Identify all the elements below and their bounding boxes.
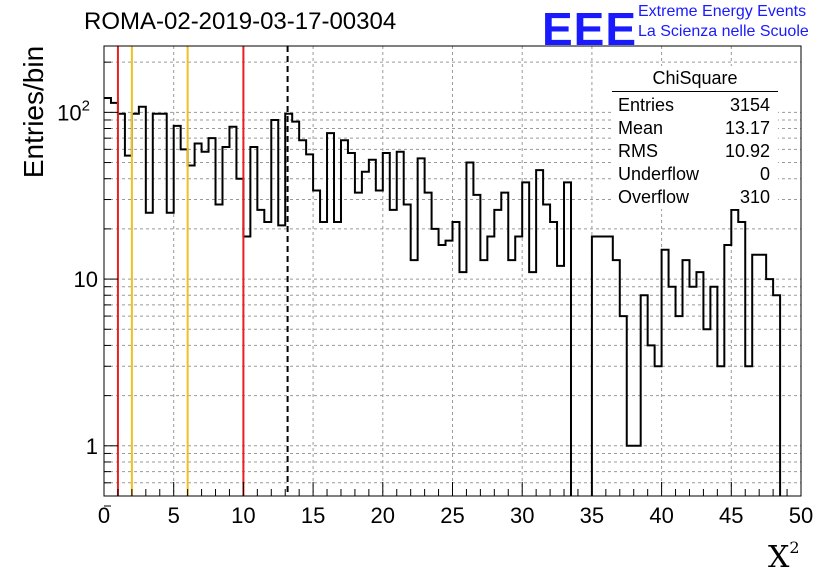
x-axis-label-base: X <box>768 540 790 575</box>
histogram-series <box>104 96 782 496</box>
stats-label: RMS <box>618 141 658 161</box>
stats-label: Underflow <box>618 164 700 184</box>
x-tick-label: 15 <box>301 503 325 528</box>
y-axis-label: Entries/bin <box>18 45 49 179</box>
x-tick-label: 0 <box>98 503 110 528</box>
stats-label: Mean <box>618 118 664 138</box>
stats-row-underflow: Underflow 0 <box>612 163 778 186</box>
x-tick-label: 50 <box>789 503 813 528</box>
x-tick-label: 35 <box>580 503 604 528</box>
stats-row-entries: Entries 3154 <box>612 94 778 117</box>
y-tick-label: 10 <box>74 267 98 292</box>
stats-label: Overflow <box>618 187 690 207</box>
x-tick-label: 30 <box>510 503 534 528</box>
stats-value: 310 <box>739 187 770 207</box>
stats-row-overflow: Overflow 310 <box>612 186 778 209</box>
stats-row-rms: RMS 10.92 <box>612 140 778 163</box>
logo-line-2: La Scienza nelle Scuole <box>638 23 809 40</box>
y-tick-label: 1 <box>86 434 98 459</box>
x-tick-label: 10 <box>231 503 255 528</box>
chart-title: ROMA-02-2019-03-17-00304 <box>84 8 397 35</box>
stats-row-mean: Mean 13.17 <box>612 117 778 140</box>
x-tick-label: 5 <box>168 503 180 528</box>
x-axis-label: X2 <box>768 538 800 575</box>
x-tick-label: 45 <box>719 503 743 528</box>
x-tick-label: 40 <box>649 503 673 528</box>
x-axis-label-sup: 2 <box>789 538 800 557</box>
stats-value: 3154 <box>729 95 770 115</box>
x-tick-label: 20 <box>371 503 395 528</box>
stats-value: 10.92 <box>724 141 770 161</box>
stats-label: Entries <box>618 95 675 115</box>
stats-value: 13.17 <box>724 118 770 138</box>
stats-title: ChiSquare <box>612 66 778 92</box>
logo-line-1: Extreme Energy Events <box>638 3 807 20</box>
y-tick-label: 102 <box>57 97 90 125</box>
stats-box: ChiSquare Entries 3154 Mean 13.17 RMS 10… <box>612 66 778 209</box>
stats-value: 0 <box>759 164 770 184</box>
eee-logo-mark: EEE <box>542 3 638 55</box>
x-tick-label: 25 <box>440 503 464 528</box>
